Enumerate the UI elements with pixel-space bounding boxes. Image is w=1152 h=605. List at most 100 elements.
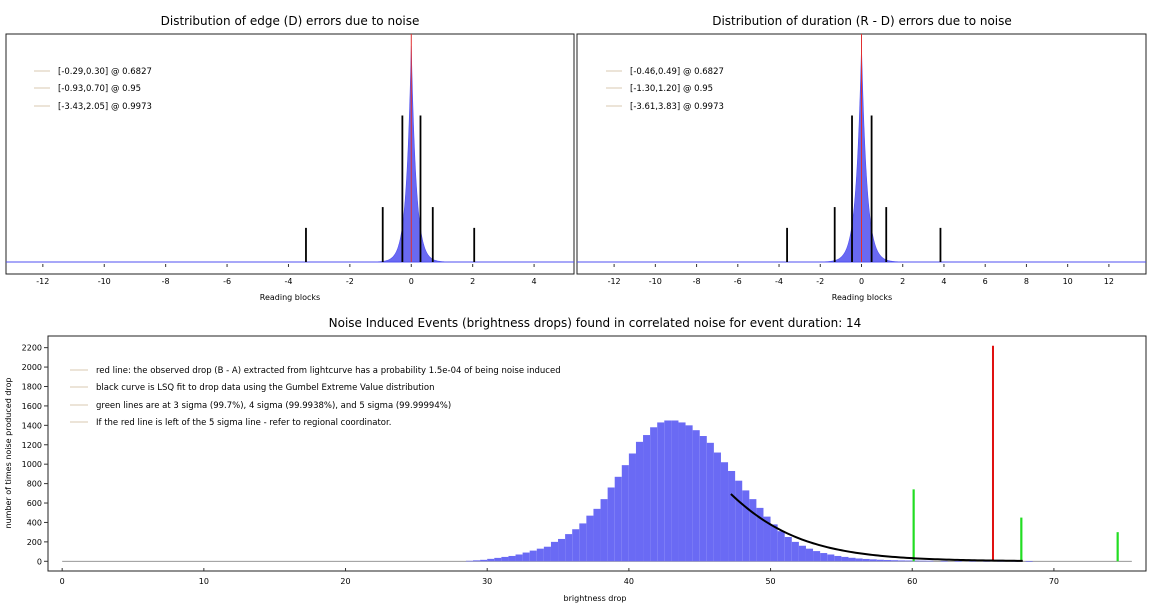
panel1-legend-entry: [-0.29,0.30] @ 0.6827 — [58, 67, 152, 77]
panel3-histogram-bar — [890, 560, 899, 562]
panel1-x-tick-label: 0 — [409, 277, 414, 286]
panel3-histogram-bar — [543, 546, 551, 562]
panel1-legend-entry: [-3.43,2.05] @ 0.9973 — [58, 102, 152, 112]
panel2-x-tick-label: -2 — [816, 277, 824, 286]
panel2-title: Distribution of duration (R - D) errors … — [712, 14, 1012, 28]
panel3-histogram-bar — [905, 560, 913, 562]
panel2-x-tick-label: 12 — [1104, 277, 1114, 286]
panel3-y-tick-label: 400 — [27, 518, 42, 527]
panel3-histogram-bar — [692, 430, 700, 562]
panel3-histogram-bar — [621, 465, 629, 562]
panel2-x-tick-label: 8 — [1024, 277, 1029, 286]
panel3-histogram-bar — [926, 560, 934, 562]
panel3-histogram-bar — [657, 422, 665, 562]
panel3-y-tick-label: 200 — [27, 538, 42, 547]
panel1-histogram — [6, 34, 574, 263]
panel3-histogram-bar — [940, 560, 948, 562]
panel3-histogram-bar — [515, 554, 523, 562]
panel2-x-tick-label: 10 — [1063, 277, 1073, 286]
panel2-interval-markers — [786, 115, 942, 262]
panel3-legend-entry: If the red line is left of the 5 sigma l… — [96, 418, 391, 428]
panel3-histogram-bar — [813, 551, 821, 562]
panel1-x-axis-label: Reading blocks — [260, 293, 320, 302]
panel3-y-tick-label: 1000 — [22, 460, 42, 469]
panel3-histogram-bar — [473, 560, 481, 562]
panel3-y-tick-label: 600 — [27, 499, 42, 508]
panel3-title: Noise Induced Events (brightness drops) … — [329, 316, 862, 330]
panel2-x-axis: -12 -10 -8 -6 -4 -2 0 2 4 6 8 10 12 — [608, 264, 1114, 286]
panel3-histogram-bar — [742, 490, 750, 562]
panel3-histogram-bar — [643, 435, 651, 562]
panel2-x-axis-label: Reading blocks — [832, 293, 892, 302]
panel1-legend-entry: [-0.93,0.70] @ 0.95 — [58, 84, 141, 94]
panel1-x-tick-label: 4 — [532, 277, 537, 286]
panel3-histogram-bar — [536, 548, 544, 562]
panel1-legend: [-0.29,0.30] @ 0.6827 [-0.93,0.70] @ 0.9… — [34, 67, 152, 112]
panel1-x-tick-label: -4 — [284, 277, 292, 286]
panel3-histogram-bar — [841, 556, 849, 562]
panel3-y-axis: 0 200 400 600 800 1000 1200 1400 1600 1800 2000 220… — [22, 344, 48, 566]
panel1-x-tick-label: -8 — [162, 277, 170, 286]
panel3-histogram-bar — [848, 557, 856, 562]
panel3-histogram-bar — [820, 553, 828, 562]
panel3-histogram-bar — [791, 541, 799, 562]
panel3-histogram-bar — [635, 441, 644, 562]
panel3-histogram-bar — [685, 425, 693, 562]
panel3-histogram-bar — [869, 559, 877, 562]
panel3-histogram-bar — [593, 508, 601, 562]
panel3-y-tick-label: 800 — [27, 480, 42, 489]
panel2-x-tick-label: -4 — [775, 277, 783, 286]
panel3-y-tick-label: 1600 — [22, 402, 42, 411]
panel3-histogram-bar — [607, 487, 615, 562]
panel2-x-tick-label: -12 — [608, 277, 621, 286]
panel3-histogram-bar — [529, 550, 537, 562]
panel3-histogram-bar — [650, 427, 658, 562]
panel3-x-tick-label: 50 — [765, 577, 775, 586]
panel3-histogram-bar — [671, 420, 679, 562]
panel3-histogram-bar — [586, 515, 594, 562]
panel3-x-tick-label: 40 — [624, 577, 634, 586]
panel3-histogram-bar — [565, 534, 573, 562]
panel3-histogram-bar — [550, 541, 559, 562]
panel2-histogram — [577, 34, 1146, 263]
panel3-y-tick-label: 1800 — [22, 382, 42, 391]
panel3-x-tick-label: 70 — [1049, 577, 1059, 586]
panel3-y-axis-label: number of times noise produced drop — [4, 378, 13, 529]
panel3-legend-entry: green lines are at 3 sigma (99.7%), 4 si… — [96, 401, 451, 411]
panel3-legend: red line: the observed drop (B - A) extr… — [70, 366, 561, 428]
panel3-plot-frame — [47, 335, 1147, 572]
panel3-histogram-bar — [855, 558, 863, 562]
panel3-histogram-bar — [919, 560, 927, 562]
panel3-histogram-bar — [558, 538, 566, 562]
panel3-histogram-bar — [706, 442, 714, 562]
panel3-x-tick-label: 10 — [199, 577, 209, 586]
panel2-x-tick-label: -6 — [734, 277, 742, 286]
panel3-histogram-bar — [749, 499, 757, 562]
panel1-interval-markers — [305, 115, 476, 262]
panel3-histogram-bar — [912, 560, 920, 562]
panel3-histogram-bar — [777, 531, 785, 562]
panel2-legend-entry: [-3.61,3.83] @ 0.9973 — [630, 102, 724, 112]
panel3-x-tick-label: 30 — [482, 577, 492, 586]
panel3-histogram-bar — [678, 422, 686, 562]
panel3-histogram-bar — [827, 554, 835, 562]
panel3-histogram-bar — [763, 516, 771, 562]
panel3-histogram-bar — [898, 560, 906, 562]
panel3-histogram-bar — [480, 559, 488, 562]
panel3-histogram-bar — [508, 555, 516, 562]
panel3-histogram-bar — [487, 558, 495, 562]
panel3-y-tick-label: 1200 — [22, 441, 42, 450]
panel3-histogram-bar — [664, 420, 672, 562]
panel3-x-axis-label: brightness drop — [564, 594, 627, 603]
panel3-x-tick-label: 60 — [907, 577, 917, 586]
panel1-x-tick-label: 2 — [470, 277, 475, 286]
panel2-legend: [-0.46,0.49] @ 0.6827 [-1.30,1.20] @ 0.9… — [606, 67, 724, 112]
panel3-y-tick-label: 2200 — [22, 344, 42, 353]
panel3-histogram-bar — [501, 556, 509, 562]
panel3-histogram-bar — [572, 529, 580, 562]
panel3-histogram-bar — [522, 552, 530, 562]
panel3-histogram-bar — [1025, 561, 1033, 562]
panel3-marker-lines — [912, 345, 1119, 562]
panel1-title: Distribution of edge (D) errors due to n… — [161, 14, 420, 28]
panel2-x-tick-label: -10 — [649, 277, 662, 286]
